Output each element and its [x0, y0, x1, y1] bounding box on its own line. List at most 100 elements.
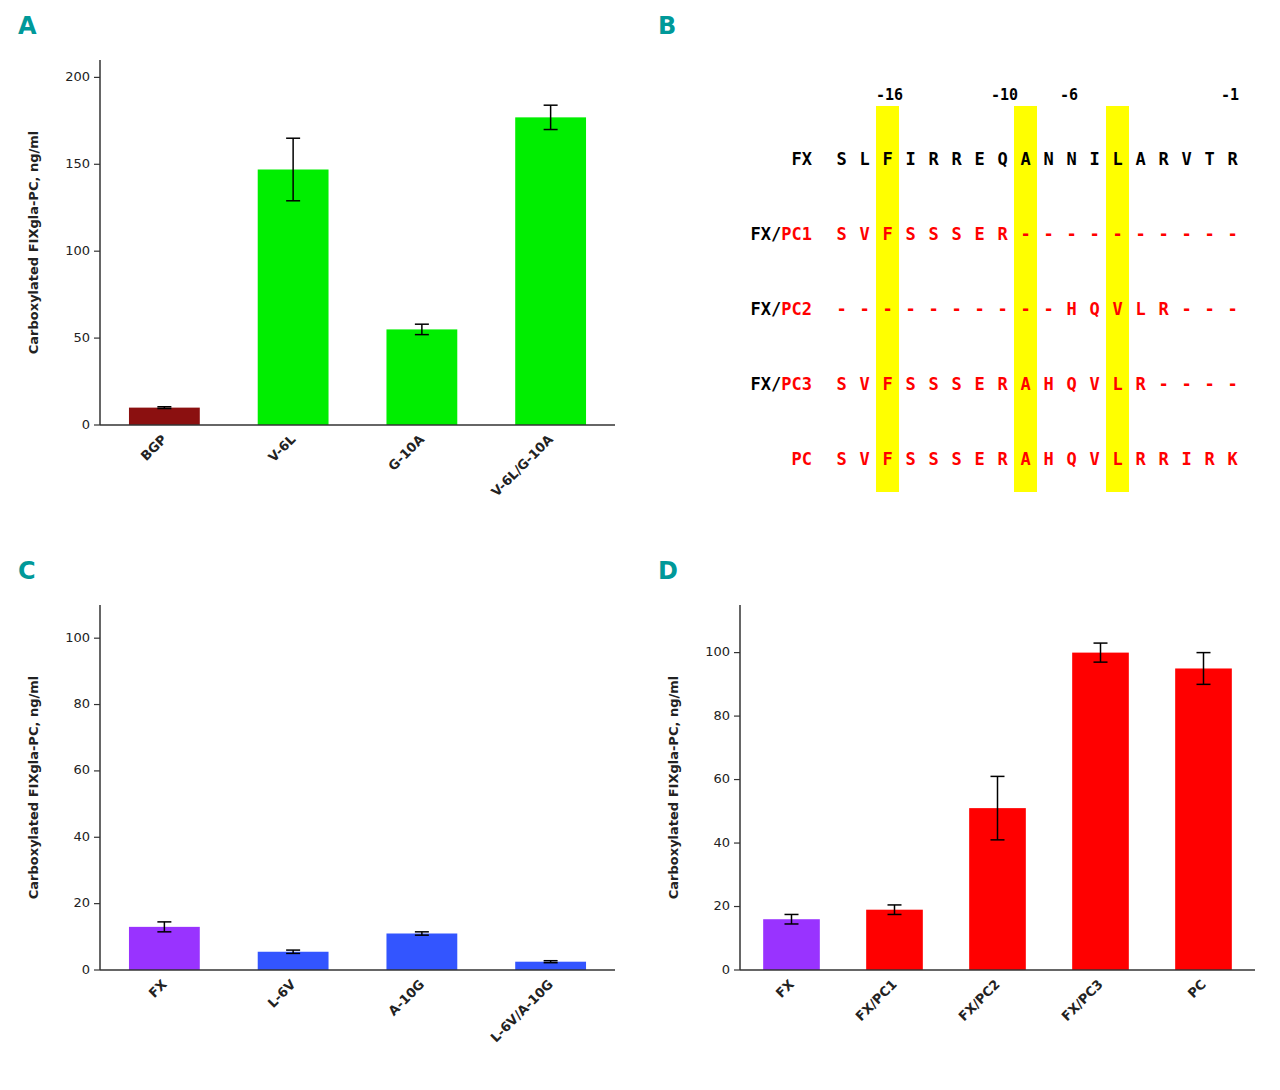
marks [129, 105, 586, 425]
y-axis-label: Carboxylated FIXgla-PC, ng/ml [666, 676, 681, 899]
row-label-part: PC2 [781, 299, 812, 319]
residue: - [882, 299, 892, 319]
error-bar [415, 932, 429, 935]
bar [129, 927, 200, 970]
error-cap [1197, 652, 1211, 654]
residue: F [882, 149, 892, 169]
residue: H [1043, 374, 1053, 394]
residue: R [997, 449, 1008, 469]
error-cap [415, 931, 429, 933]
row-label: FX [792, 149, 813, 169]
error-cap [544, 129, 558, 131]
residue: - [905, 299, 915, 319]
y-tick-label: 0 [82, 417, 90, 432]
row-label-part: FX [792, 149, 813, 169]
error-cap [544, 960, 558, 962]
x-axis-line [100, 969, 615, 971]
residue: S [928, 224, 938, 244]
bar [515, 117, 586, 425]
error-stem [997, 776, 999, 839]
position-label: -1 [1221, 86, 1239, 104]
y-tick [94, 969, 100, 970]
residue: L [1112, 449, 1122, 469]
error-bar [1197, 653, 1211, 685]
residue: S [836, 149, 846, 169]
residue: R [1158, 299, 1169, 319]
x-axis-line [100, 424, 615, 426]
bar-panel: D020406080100FXFX/PC1FX/PC2FX/PC3PCCarbo… [658, 557, 1255, 1024]
residue: - [928, 299, 938, 319]
y-tick [94, 704, 100, 705]
y-tick-label: 200 [65, 69, 90, 84]
residue: R [1158, 449, 1169, 469]
residue: R [1227, 149, 1238, 169]
error-bar [286, 950, 300, 953]
residue: V [1089, 449, 1099, 469]
panel-label: A [18, 12, 37, 40]
residue: L [1112, 374, 1122, 394]
residue: R [997, 374, 1008, 394]
row-label: PC [792, 449, 812, 469]
panel-label: B [658, 12, 676, 40]
residue: - [1135, 224, 1145, 244]
panel-label: D [658, 557, 678, 585]
residue: F [882, 449, 892, 469]
x-tick-label: BGP [138, 432, 170, 464]
bar [1175, 668, 1232, 970]
row-label-part: PC3 [781, 374, 812, 394]
residue: - [1020, 224, 1030, 244]
row-label: FX/PC3 [751, 374, 812, 394]
error-bar [1094, 643, 1108, 662]
residue: S [928, 374, 938, 394]
error-bar [157, 407, 171, 409]
error-stem [421, 324, 423, 334]
bar [1072, 653, 1129, 970]
figure: A050100150200BGPV-6LG-10AV-6L/G-10ACarbo… [0, 0, 1280, 1090]
residue: S [905, 449, 915, 469]
highlight-column [1106, 106, 1129, 492]
row-label-part: FX/ [751, 374, 782, 394]
y-tick-label: 80 [713, 708, 730, 723]
residue: V [859, 224, 869, 244]
residue: - [1158, 374, 1168, 394]
error-stem [1100, 643, 1102, 662]
error-cap [286, 953, 300, 955]
error-stem [791, 914, 793, 924]
x-tick-label: L-6V [265, 977, 299, 1011]
error-bar [785, 914, 799, 924]
error-cap [286, 200, 300, 202]
error-cap [157, 931, 171, 933]
error-cap [1094, 661, 1108, 663]
y-tick-label: 0 [82, 962, 90, 977]
residue: A [1135, 149, 1145, 169]
residue: V [1181, 149, 1191, 169]
residue: Q [1066, 449, 1076, 469]
residue: - [859, 299, 869, 319]
y-tick [94, 903, 100, 904]
y-axis-label: Carboxylated FIXgla-PC, ng/ml [26, 131, 41, 354]
position-label: -6 [1060, 86, 1078, 104]
residue: S [836, 224, 846, 244]
residue: - [997, 299, 1007, 319]
y-tick-label: 20 [73, 895, 90, 910]
residue: - [1043, 299, 1053, 319]
residue: R [1135, 449, 1146, 469]
residue: Q [1066, 374, 1076, 394]
position-label: -16 [876, 86, 903, 104]
y-tick [734, 652, 740, 653]
residue: A [1020, 149, 1030, 169]
residue: I [1181, 449, 1191, 469]
bar [866, 910, 923, 970]
residue: T [1204, 149, 1214, 169]
bar [129, 408, 200, 425]
residue: F [882, 224, 892, 244]
residue: E [974, 449, 984, 469]
y-tick [94, 638, 100, 639]
error-bar [415, 324, 429, 334]
residue: S [836, 449, 846, 469]
row-label-part: PC [792, 449, 812, 469]
panel-label: C [18, 557, 36, 585]
error-cap [415, 934, 429, 936]
y-tick [94, 251, 100, 252]
residue: A [1020, 374, 1030, 394]
